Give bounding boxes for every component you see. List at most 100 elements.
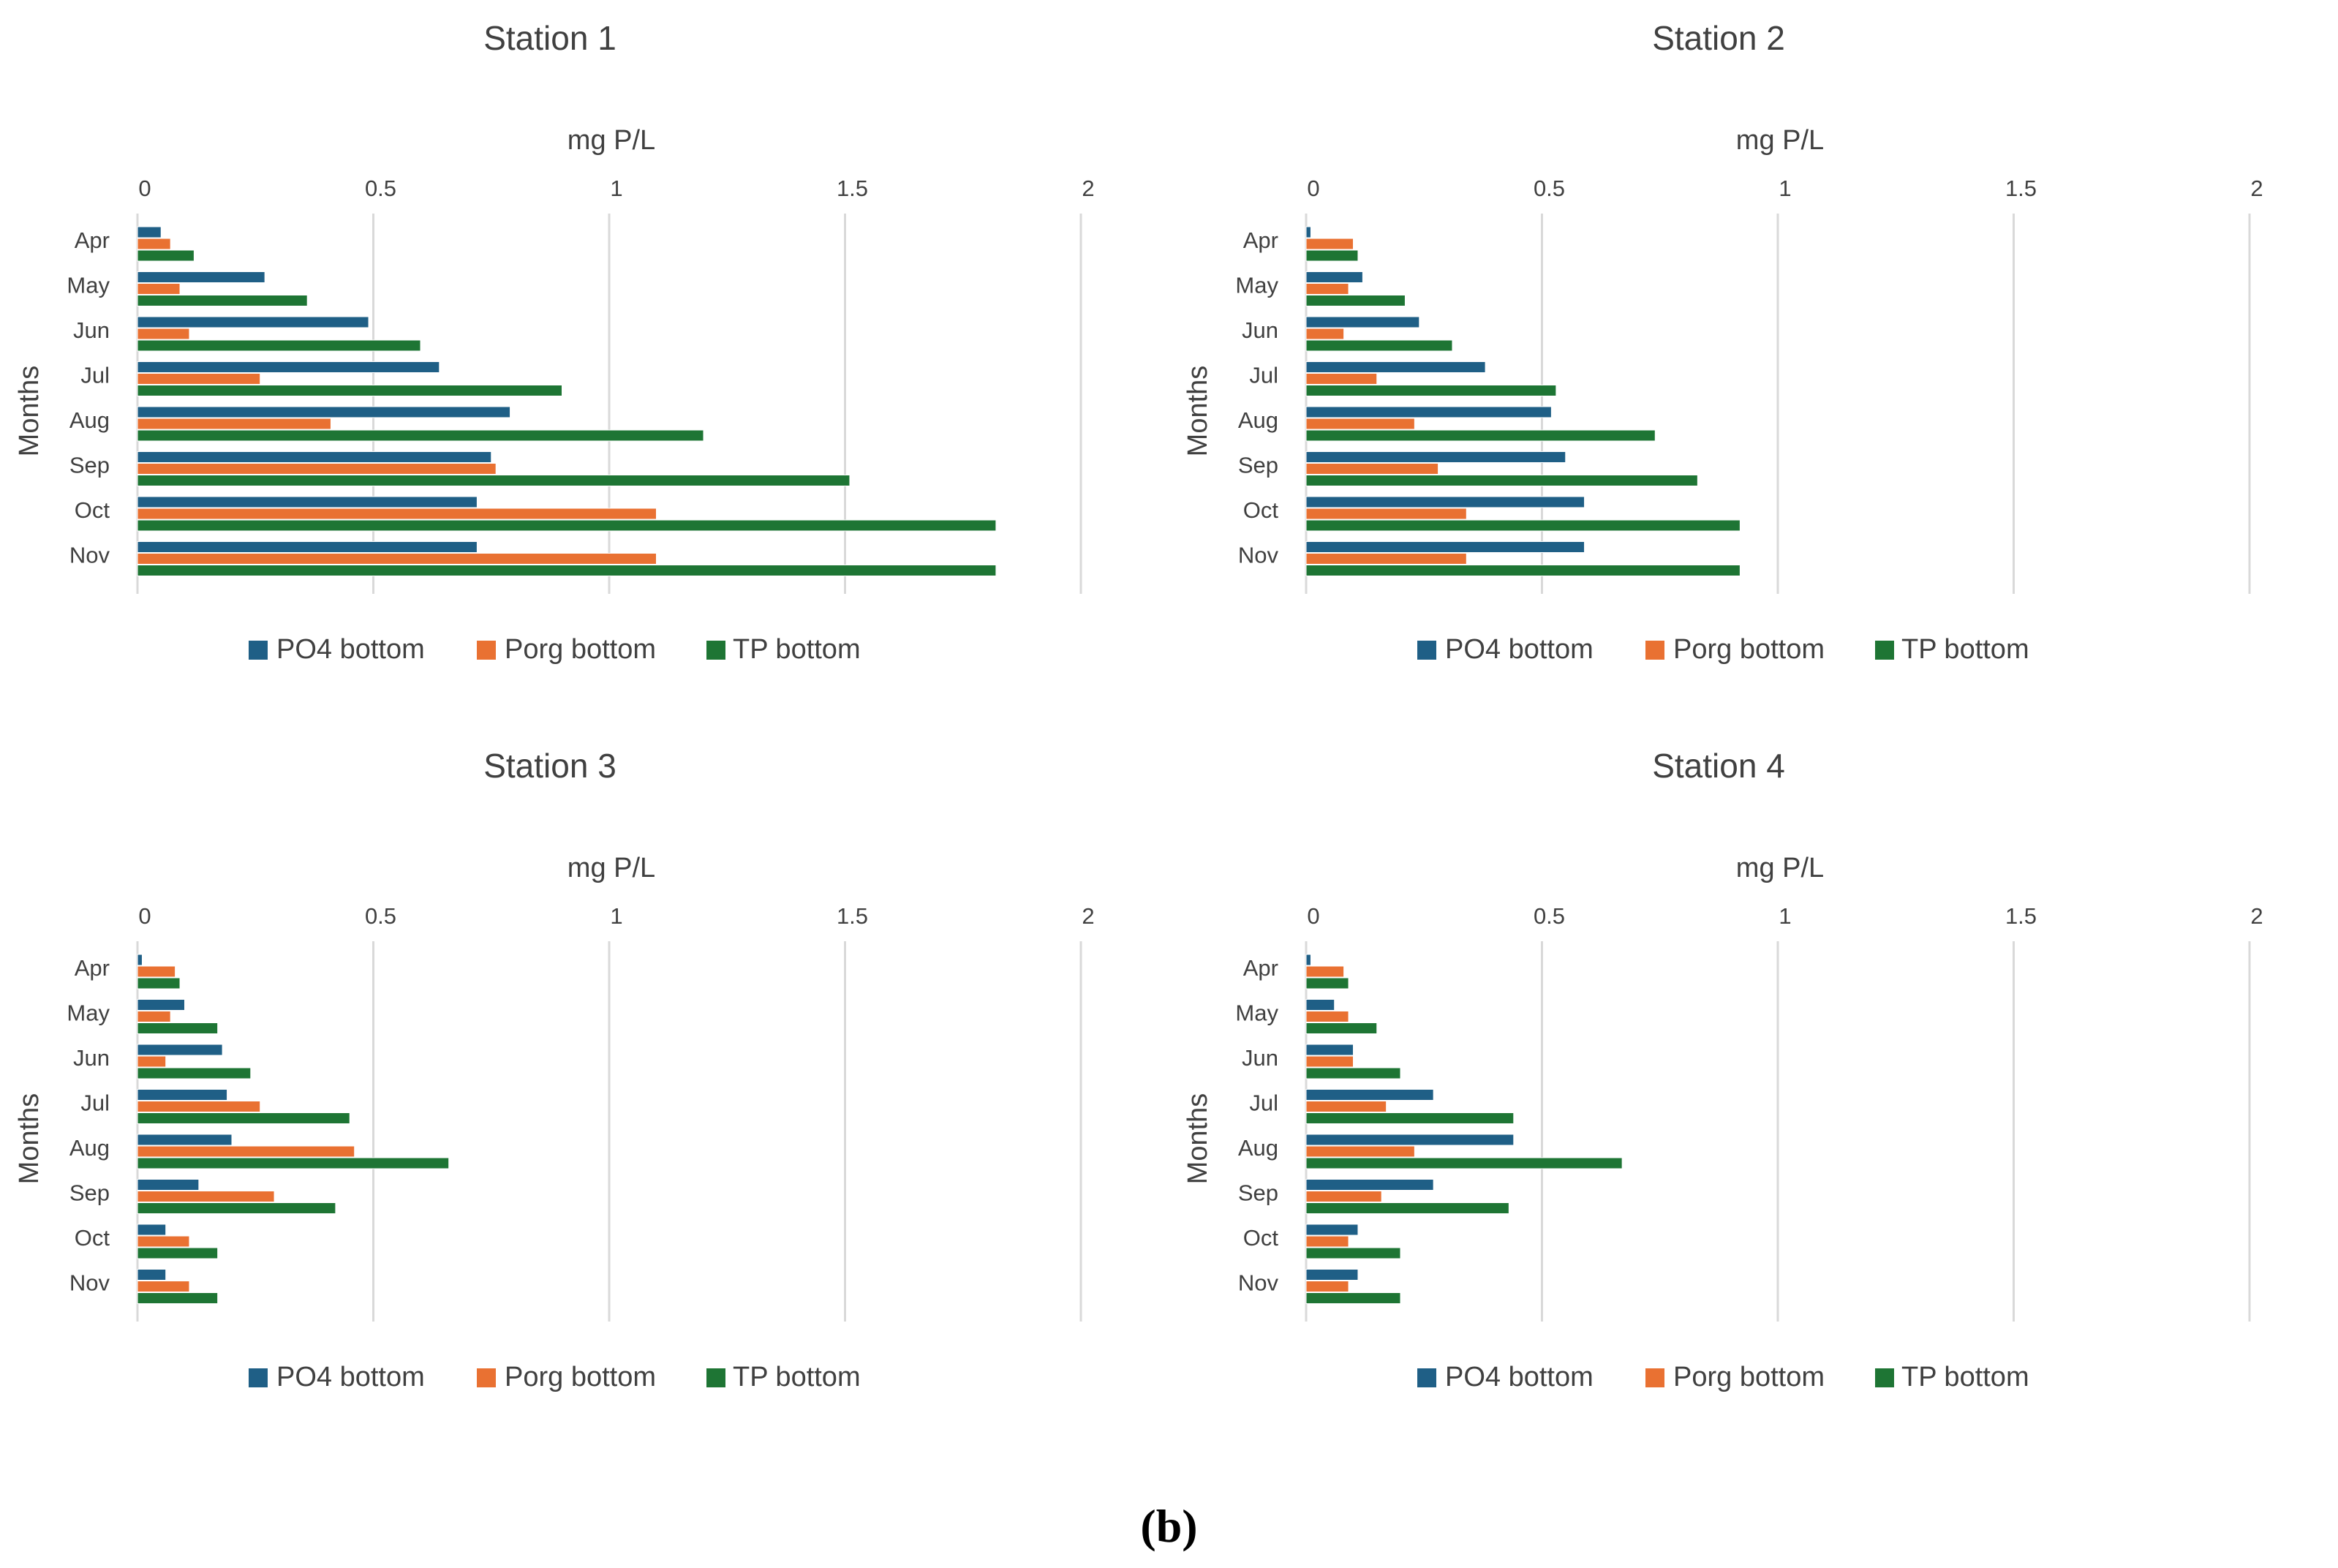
month-label: Nov — [69, 1270, 110, 1296]
bar-tp-bottom-oct — [1305, 1247, 1401, 1259]
legend-label: PO4 bottom — [276, 1362, 425, 1392]
month-label: Sep — [1238, 1180, 1278, 1206]
bar-po4-bottom-jul — [1305, 1089, 1434, 1101]
bar-tp-bottom-nov — [137, 1292, 219, 1304]
bar-tp-bottom-jul — [137, 1112, 350, 1124]
y-axis-label: Months — [1183, 1093, 1213, 1185]
bar-porg-bottom-nov — [1305, 1281, 1349, 1292]
bar-po4-bottom-apr — [137, 954, 143, 966]
legend-label: TP bottom — [733, 1362, 861, 1392]
bar-tp-bottom-jun — [137, 339, 421, 352]
month-label: May — [1235, 1000, 1278, 1026]
x-tick-label: 1.5 — [2005, 176, 2037, 201]
x-tick-label: 1 — [610, 903, 622, 929]
bar-porg-bottom-jul — [137, 373, 261, 385]
bar-tp-bottom-sep — [137, 1202, 336, 1214]
bar-po4-bottom-jul — [137, 361, 440, 373]
x-tick-label: 0 — [1307, 903, 1319, 929]
month-label: Jul — [1249, 1090, 1278, 1116]
month-label: Nov — [1238, 543, 1279, 568]
bar-po4-bottom-sep — [1305, 1179, 1434, 1191]
chart-panel-station-4: Station 4 mg P/L 0 0.5 1 1.5 2 Months Apr May Jun J… — [1169, 728, 2338, 1459]
month-label: Nov — [69, 543, 110, 568]
bar-porg-bottom-jul — [137, 1101, 261, 1112]
bar-po4-bottom-jun — [137, 1044, 223, 1056]
bar-po4-bottom-oct — [137, 496, 478, 508]
y-axis-label: Months — [14, 366, 45, 457]
bar-tp-bottom-aug — [1305, 1157, 1623, 1169]
legend-swatch-porg-bottom — [477, 1368, 496, 1387]
x-tick-label: 1 — [1779, 176, 1791, 201]
month-label: May — [1235, 273, 1278, 298]
y-axis-label: Months — [1183, 366, 1213, 457]
bar-porg-bottom-aug — [1305, 418, 1415, 430]
legend-label: PO4 bottom — [276, 634, 425, 665]
x-axis-label: mg P/L — [1736, 125, 1824, 156]
legend-label: TP bottom — [733, 634, 861, 665]
legend-label: Porg bottom — [505, 1362, 656, 1392]
bar-tp-bottom-jun — [137, 1067, 252, 1079]
month-label: Sep — [69, 1180, 110, 1206]
bar-po4-bottom-jun — [137, 316, 369, 328]
bar-po4-bottom-may — [1305, 271, 1363, 283]
bar-tp-bottom-may — [137, 295, 308, 306]
legend-label: PO4 bottom — [1445, 1362, 1594, 1392]
bar-tp-bottom-aug — [1305, 429, 1656, 442]
bar-porg-bottom-jul — [1305, 1101, 1387, 1112]
bar-porg-bottom-oct — [1305, 1235, 1349, 1248]
bar-porg-bottom-jun — [1305, 1055, 1354, 1068]
x-tick-label: 0.5 — [365, 176, 396, 201]
bar-po4-bottom-jul — [1305, 361, 1486, 373]
bar-porg-bottom-sep — [137, 463, 497, 475]
y-axis-label: Months — [14, 1093, 45, 1185]
x-axis-label: mg P/L — [567, 853, 655, 883]
bar-porg-bottom-nov — [1305, 553, 1467, 565]
bar-tp-bottom-oct — [1305, 519, 1741, 532]
legend-swatch-porg-bottom — [1645, 1368, 1664, 1387]
bar-porg-bottom-jul — [1305, 373, 1378, 385]
bar-po4-bottom-sep — [137, 451, 492, 463]
bar-porg-bottom-jun — [137, 1055, 167, 1068]
month-label: Apr — [1243, 955, 1278, 981]
bar-tp-bottom-jul — [1305, 385, 1557, 396]
legend-swatch-po4-bottom — [249, 1368, 268, 1387]
bar-tp-bottom-may — [1305, 295, 1406, 306]
bar-tp-bottom-apr — [137, 977, 181, 990]
bar-po4-bottom-jun — [1305, 1044, 1354, 1056]
bar-po4-bottom-jul — [137, 1089, 228, 1101]
legend-label: Porg bottom — [1673, 634, 1825, 665]
bar-porg-bottom-may — [1305, 283, 1349, 295]
bar-tp-bottom-jun — [1305, 339, 1453, 352]
x-tick-label: 2 — [1082, 176, 1094, 201]
bar-tp-bottom-oct — [137, 1247, 219, 1259]
bar-po4-bottom-nov — [137, 541, 478, 553]
legend-swatch-tp-bottom — [1875, 1368, 1894, 1387]
month-label: Jun — [1242, 1045, 1278, 1071]
bar-porg-bottom-nov — [137, 1281, 190, 1292]
bar-tp-bottom-apr — [1305, 249, 1359, 262]
x-tick-label: 2 — [1082, 903, 1094, 929]
bar-tp-bottom-nov — [137, 565, 997, 576]
legend-label: TP bottom — [1901, 634, 2029, 665]
legend-swatch-tp-bottom — [1875, 641, 1894, 660]
x-tick-label: 2 — [2250, 176, 2263, 201]
month-label: Apr — [1243, 227, 1278, 253]
bar-porg-bottom-may — [137, 1011, 171, 1022]
bar-po4-bottom-apr — [1305, 226, 1311, 238]
month-label: Apr — [75, 227, 110, 253]
month-label: Oct — [1243, 497, 1279, 523]
month-label: Sep — [1238, 453, 1278, 478]
bar-porg-bottom-aug — [137, 1145, 355, 1158]
bar-tp-bottom-sep — [1305, 1202, 1509, 1214]
bar-porg-bottom-may — [137, 283, 181, 295]
legend-swatch-po4-bottom — [1417, 641, 1436, 660]
month-label: Aug — [69, 1135, 110, 1161]
x-tick-label: 0 — [1307, 176, 1319, 201]
month-label: Oct — [75, 1225, 110, 1251]
bar-po4-bottom-oct — [1305, 496, 1585, 508]
bar-po4-bottom-aug — [1305, 406, 1552, 418]
bar-po4-bottom-may — [1305, 999, 1335, 1011]
legend-swatch-tp-bottom — [706, 1368, 725, 1387]
month-label: May — [67, 1000, 110, 1026]
chart-svg: Station 3 mg P/L 0 0.5 1 1.5 2 Months Apr May Jun J… — [14, 747, 1095, 1392]
